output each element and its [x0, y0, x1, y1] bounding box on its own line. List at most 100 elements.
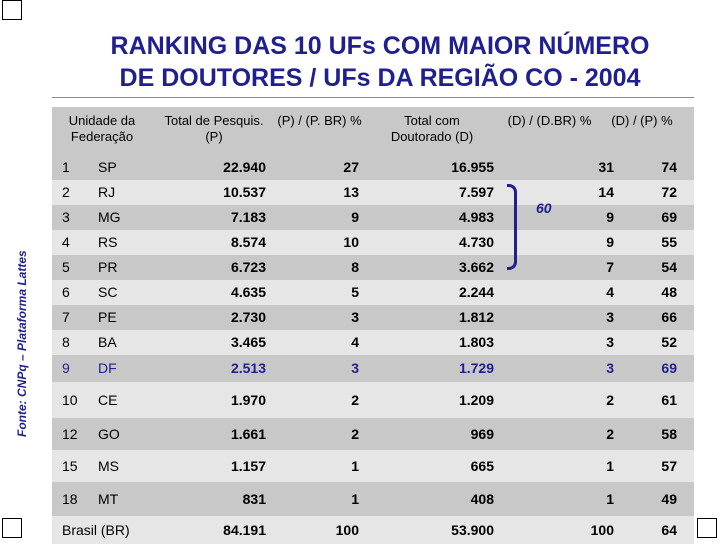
cell-uf: RS [98, 234, 118, 250]
bullet-square-bottom-right [697, 518, 717, 538]
cell-p: 3.465 [230, 334, 266, 350]
cell-dp: 61 [661, 392, 677, 408]
cell-dp: 69 [661, 360, 677, 376]
cell-uf: BA [98, 334, 117, 350]
ranking-table: Unidade da Federação Total de Pesquis. (… [52, 107, 694, 544]
cell-d: 408 [470, 491, 494, 507]
cell-d: 1.209 [458, 392, 494, 408]
cell-p: 1.661 [230, 426, 266, 442]
cell-d: 3.662 [458, 259, 494, 275]
cell-dp: 66 [661, 309, 677, 325]
cell-ppbr: 1 [351, 458, 359, 474]
cell-dp: 52 [661, 334, 677, 350]
header-total-dout: Total com Doutorado (D) [390, 113, 474, 144]
title-line-1: RANKING DAS 10 UFs COM MAIOR NÚMERO [110, 32, 650, 60]
cell-ddbr: 3 [606, 360, 614, 376]
cell-p: 8.574 [230, 234, 266, 250]
cell-p: 2.513 [230, 360, 266, 376]
table-row: 12 GO 1.661 2 969 2 58 [52, 418, 694, 450]
cell-ppbr: 2 [351, 392, 359, 408]
cell-p: 1.157 [230, 458, 266, 474]
top-three-brace [507, 184, 517, 270]
cell-d: 7.597 [458, 184, 494, 200]
cell-p: 4.635 [230, 284, 266, 300]
table-row: 2 RJ 10.537 13 7.597 14 72 [52, 180, 694, 205]
header-d-p: (D) / (P) % [611, 113, 673, 128]
title-rule [52, 97, 694, 98]
cell-p: 10.537 [223, 184, 266, 200]
source-note: Fonte: CNPq – Plataforma Lattes [15, 250, 29, 437]
total-p: 84.191 [223, 522, 266, 538]
cell-rank: 5 [62, 259, 70, 275]
cell-d: 2.244 [458, 284, 494, 300]
cell-ddbr: 1 [606, 458, 614, 474]
total-ppbr: 100 [335, 522, 359, 538]
cell-d: 1.812 [458, 309, 494, 325]
cell-dp: 48 [661, 284, 677, 300]
cell-ddbr: 3 [606, 334, 614, 350]
cell-p: 2.730 [230, 309, 266, 325]
cell-p: 831 [242, 491, 266, 507]
cell-ppbr: 9 [351, 209, 359, 225]
title-line-2: DE DOUTORES / UFs DA REGIÃO CO - 2004 [119, 64, 641, 92]
table-row: 15 MS 1.157 1 665 1 57 [52, 450, 694, 482]
bullet-square-top-left [2, 0, 22, 20]
cell-rank: 12 [62, 426, 78, 442]
cell-ppbr: 10 [343, 234, 359, 250]
cell-ddbr: 9 [606, 234, 614, 250]
cell-rank: 18 [62, 491, 78, 507]
cell-rank: 10 [62, 392, 78, 408]
total-dp: 64 [661, 522, 677, 538]
cell-p: 7.183 [230, 209, 266, 225]
cell-dp: 54 [661, 259, 677, 275]
total-label: Brasil (BR) [62, 522, 130, 538]
cell-uf: PR [98, 259, 118, 275]
table-header: Unidade da Federação Total de Pesquis. (… [52, 107, 694, 155]
cell-d: 665 [470, 458, 494, 474]
cell-ppbr: 27 [343, 159, 359, 175]
cell-ddbr: 7 [606, 259, 614, 275]
total-row: Brasil (BR) 84.191 100 53.900 100 64 [52, 516, 694, 544]
header-uf: Unidade da Federação [68, 113, 136, 144]
cell-uf: MS [98, 458, 119, 474]
cell-uf: MG [98, 209, 121, 225]
cell-rank: 6 [62, 284, 70, 300]
cell-ddbr: 2 [606, 392, 614, 408]
cell-ddbr: 1 [606, 491, 614, 507]
total-ddbr: 100 [590, 522, 614, 538]
cell-dp: 55 [661, 234, 677, 250]
cell-ppbr: 3 [351, 360, 359, 376]
cell-ppbr: 8 [351, 259, 359, 275]
cell-p: 1.970 [230, 392, 266, 408]
cell-ppbr: 13 [343, 184, 359, 200]
cell-p: 22.940 [223, 159, 266, 175]
table-row: 9 DF 2.513 3 1.729 3 69 [52, 355, 694, 382]
cell-rank: 2 [62, 184, 70, 200]
cell-rank: 8 [62, 334, 70, 350]
table-row: 6 SC 4.635 5 2.244 4 48 [52, 280, 694, 305]
cell-d: 969 [470, 426, 494, 442]
brace-value: 60 [536, 200, 552, 216]
page-title: RANKING DAS 10 UFs COM MAIOR NÚMERO DE D… [40, 30, 720, 94]
cell-rank: 15 [62, 458, 78, 474]
cell-rank: 3 [62, 209, 70, 225]
cell-ppbr: 4 [351, 334, 359, 350]
cell-rank: 1 [62, 159, 70, 175]
table-row: 18 MT 831 1 408 1 49 [52, 482, 694, 516]
table-row: 1 SP 22.940 27 16.955 31 74 [52, 155, 694, 180]
cell-ddbr: 4 [606, 284, 614, 300]
cell-d: 1.803 [458, 334, 494, 350]
cell-d: 4.983 [458, 209, 494, 225]
table-row: 8 BA 3.465 4 1.803 3 52 [52, 330, 694, 355]
cell-uf: CE [98, 392, 118, 408]
cell-d: 1.729 [458, 360, 494, 376]
cell-dp: 58 [661, 426, 677, 442]
header-p-pbr: (P) / (P. BR) % [277, 113, 362, 128]
cell-ppbr: 3 [351, 309, 359, 325]
cell-uf: GO [98, 426, 120, 442]
cell-rank: 9 [62, 360, 70, 376]
cell-ddbr: 2 [606, 426, 614, 442]
cell-dp: 74 [661, 159, 677, 175]
cell-rank: 4 [62, 234, 70, 250]
cell-uf: SC [98, 284, 118, 300]
